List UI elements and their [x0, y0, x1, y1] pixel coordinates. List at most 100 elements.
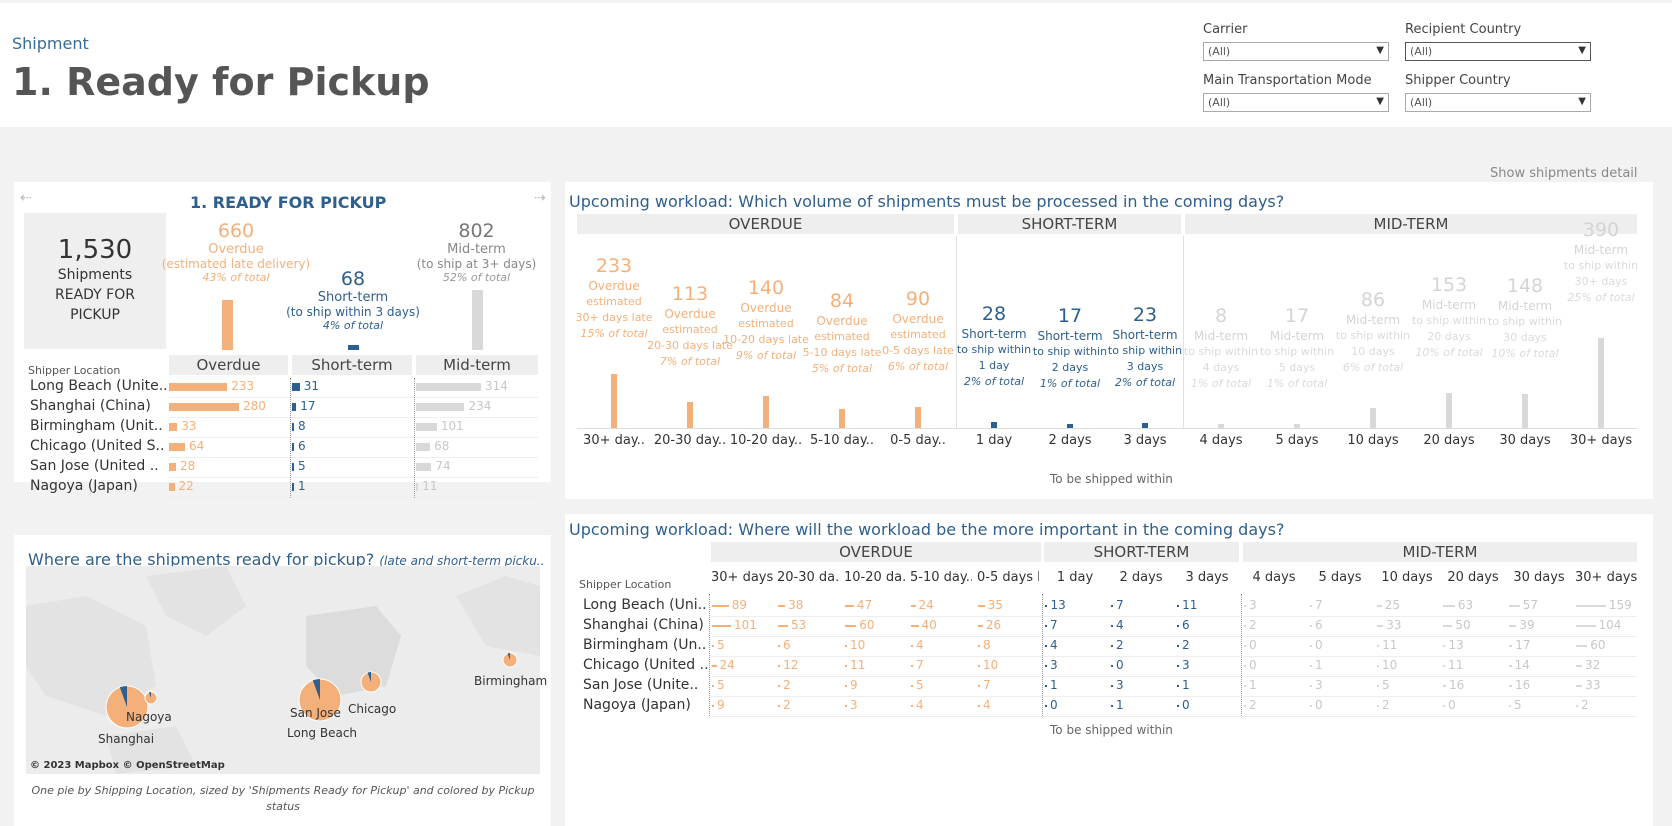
- table-cell-bar[interactable]: [1377, 625, 1384, 627]
- table-cell-bar[interactable]: [1377, 705, 1379, 707]
- table-cell-bar[interactable]: [1244, 685, 1246, 687]
- table-row-label[interactable]: Shanghai (China): [583, 617, 704, 633]
- table-cell-bar[interactable]: [1177, 605, 1180, 607]
- table-cell-bar[interactable]: [1177, 645, 1179, 647]
- table-cell-bar[interactable]: [1111, 685, 1113, 687]
- location-bar[interactable]: [292, 463, 294, 471]
- table-cell-bar[interactable]: [1244, 705, 1246, 707]
- location-bar[interactable]: [416, 483, 419, 491]
- workload-bar[interactable]: [763, 395, 769, 428]
- table-cell-bar[interactable]: [1509, 605, 1520, 607]
- workload-bar[interactable]: [611, 374, 617, 428]
- table-cell-bar[interactable]: [845, 705, 847, 707]
- table-cell-bar[interactable]: [778, 645, 780, 647]
- table-cell-bar[interactable]: [778, 685, 780, 687]
- table-cell-bar[interactable]: [1244, 605, 1246, 607]
- workload-bar[interactable]: [687, 401, 693, 428]
- table-cell-bar[interactable]: [1443, 685, 1446, 687]
- arrow-right-icon[interactable]: ⇢: [534, 190, 546, 206]
- kpi-mid-bar[interactable]: [472, 290, 483, 350]
- kpi-short-bar[interactable]: [348, 345, 359, 350]
- table-cell-bar[interactable]: [1244, 665, 1246, 667]
- location-bar[interactable]: [169, 423, 178, 431]
- location-bar[interactable]: [416, 443, 431, 451]
- table-cell-bar[interactable]: [978, 705, 980, 707]
- map-pie[interactable]: [144, 691, 158, 705]
- workload-bar[interactable]: [1067, 424, 1073, 428]
- location-row-label[interactable]: San Jose (United ..: [30, 458, 159, 474]
- table-row-label[interactable]: San Jose (Unite..: [583, 677, 699, 693]
- table-cell-bar[interactable]: [978, 645, 980, 647]
- table-cell-bar[interactable]: [911, 705, 913, 707]
- map-pie[interactable]: [298, 678, 342, 722]
- workload-bar[interactable]: [915, 407, 921, 428]
- table-cell-bar[interactable]: [978, 665, 980, 667]
- table-cell-bar[interactable]: [778, 605, 786, 607]
- table-cell-bar[interactable]: [1111, 645, 1113, 647]
- location-bar[interactable]: [416, 423, 437, 431]
- table-cell-bar[interactable]: [778, 665, 781, 667]
- table-cell-bar[interactable]: [978, 685, 980, 687]
- table-cell-bar[interactable]: [911, 685, 913, 687]
- table-cell-bar[interactable]: [712, 685, 714, 687]
- table-cell-bar[interactable]: [1244, 645, 1246, 647]
- workload-bar[interactable]: [991, 421, 997, 428]
- workload-bar[interactable]: [1142, 422, 1148, 428]
- table-cell-bar[interactable]: [1576, 625, 1596, 627]
- table-cell-bar[interactable]: [911, 625, 919, 627]
- arrow-left-icon[interactable]: ⇠: [20, 190, 32, 206]
- location-bar[interactable]: [416, 383, 481, 391]
- show-shipments-detail-link[interactable]: Show shipments detail: [1490, 166, 1638, 181]
- map[interactable]: [26, 566, 540, 774]
- table-row-label[interactable]: Birmingham (Un..: [583, 637, 707, 653]
- table-cell-bar[interactable]: [1377, 605, 1382, 607]
- table-cell-bar[interactable]: [1443, 605, 1455, 607]
- table-cell-bar[interactable]: [712, 605, 729, 607]
- location-row-label[interactable]: Birmingham (Unit..: [30, 418, 163, 434]
- table-cell-bar[interactable]: [1177, 625, 1179, 627]
- filter-transport-mode-select[interactable]: (All) ▼: [1203, 93, 1389, 112]
- filter-recipient-country-select[interactable]: (All) ▼: [1405, 42, 1591, 61]
- table-cell-bar[interactable]: [712, 645, 714, 647]
- kpi-overdue-bar[interactable]: [222, 300, 233, 350]
- table-cell-bar[interactable]: [1310, 685, 1312, 687]
- workload-bar[interactable]: [1218, 424, 1224, 428]
- table-cell-bar[interactable]: [1509, 625, 1517, 627]
- table-cell-bar[interactable]: [1576, 605, 1606, 607]
- table-cell-bar[interactable]: [845, 625, 857, 627]
- table-cell-bar[interactable]: [778, 705, 780, 707]
- table-cell-bar[interactable]: [1045, 665, 1047, 667]
- map-pie[interactable]: [502, 652, 518, 668]
- table-cell-bar[interactable]: [911, 645, 913, 647]
- table-cell-bar[interactable]: [911, 665, 913, 667]
- table-cell-bar[interactable]: [1377, 665, 1379, 667]
- location-bar[interactable]: [169, 403, 239, 411]
- table-row-label[interactable]: Nagoya (Japan): [583, 697, 691, 713]
- table-cell-bar[interactable]: [1443, 705, 1445, 707]
- table-cell-bar[interactable]: [1443, 665, 1446, 667]
- table-cell-bar[interactable]: [712, 665, 717, 667]
- location-bar[interactable]: [416, 463, 432, 471]
- table-cell-bar[interactable]: [712, 705, 714, 707]
- location-row-label[interactable]: Shanghai (China): [30, 398, 151, 414]
- table-row-label[interactable]: Chicago (United ..: [583, 657, 709, 673]
- breadcrumb[interactable]: Shipment: [12, 34, 89, 53]
- location-bar[interactable]: [292, 383, 300, 391]
- location-bar[interactable]: [169, 483, 175, 491]
- table-cell-bar[interactable]: [1045, 685, 1047, 687]
- table-cell-bar[interactable]: [845, 605, 854, 607]
- table-cell-bar[interactable]: [1576, 645, 1588, 647]
- table-cell-bar[interactable]: [1177, 685, 1179, 687]
- table-cell-bar[interactable]: [1244, 625, 1246, 627]
- table-cell-bar[interactable]: [1576, 665, 1582, 667]
- location-bar[interactable]: [292, 403, 297, 411]
- workload-bar[interactable]: [1522, 393, 1528, 428]
- workload-bar[interactable]: [1598, 338, 1604, 428]
- table-cell-bar[interactable]: [845, 665, 848, 667]
- workload-bar[interactable]: [839, 408, 845, 428]
- map-pie[interactable]: [105, 685, 149, 729]
- location-row-label[interactable]: Chicago (United S..: [30, 438, 165, 454]
- location-row-label[interactable]: Long Beach (Unite..: [30, 378, 168, 394]
- table-cell-bar[interactable]: [978, 605, 985, 607]
- table-cell-bar[interactable]: [712, 625, 731, 627]
